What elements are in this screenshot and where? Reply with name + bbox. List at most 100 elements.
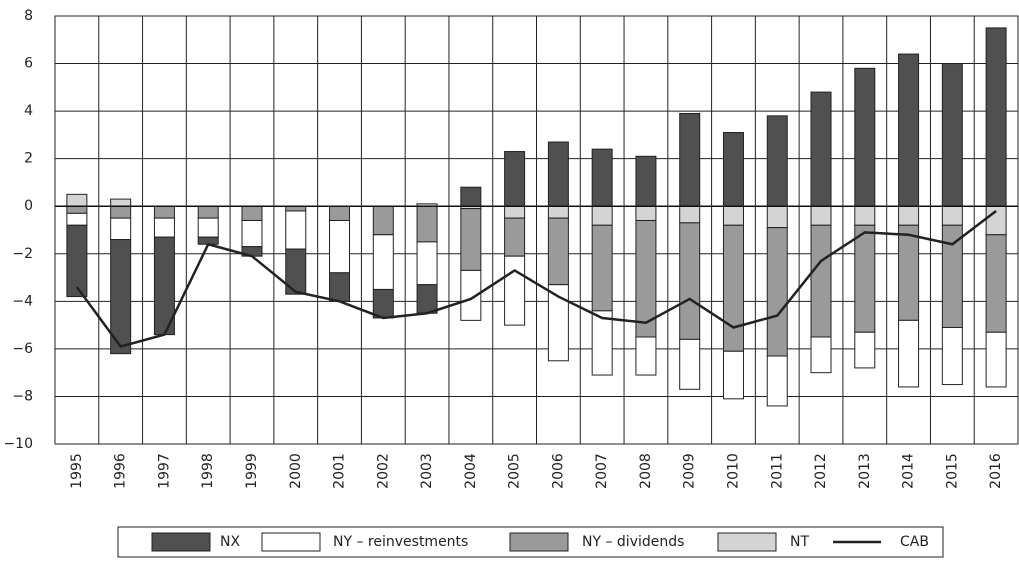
- bar-segment: [329, 219, 351, 274]
- bar-segment: [985, 27, 1007, 207]
- bar-segment: [679, 338, 701, 390]
- bar-segment: [285, 248, 307, 295]
- bar-segment: [197, 205, 219, 219]
- x-tick-label: 2000: [288, 453, 304, 489]
- bar-segment: [898, 224, 920, 321]
- bar-segment: [591, 224, 613, 312]
- x-tick-label: 2005: [507, 453, 523, 489]
- legend-swatch: [717, 532, 777, 552]
- x-tick-label: 2002: [375, 453, 391, 489]
- bar-segment: [941, 205, 963, 226]
- bar-segment: [66, 205, 88, 214]
- bar-segment: [110, 198, 132, 207]
- bar-segment: [416, 205, 438, 243]
- legend-label: NX: [220, 534, 240, 550]
- x-tick-label: 1996: [113, 453, 129, 489]
- x-tick-label: 2014: [901, 453, 917, 489]
- bar-segment: [547, 284, 569, 362]
- bar-segment: [722, 205, 744, 226]
- bar-segment: [854, 67, 876, 207]
- x-tick-label: 2006: [550, 453, 566, 489]
- bar-segment: [810, 224, 832, 338]
- bar-segment: [66, 193, 88, 207]
- bar-segment: [810, 336, 832, 374]
- x-tick-label: 2004: [463, 453, 479, 489]
- x-tick-label: 2010: [725, 453, 741, 489]
- legend-swatch: [509, 532, 569, 552]
- legend-swatch: [261, 532, 321, 552]
- bar-segment: [766, 355, 788, 407]
- bar-segment: [504, 151, 526, 207]
- x-tick-label: 2012: [813, 453, 829, 489]
- x-tick-label: 1995: [69, 453, 85, 489]
- bar-segment: [766, 115, 788, 207]
- bar-segment: [941, 224, 963, 328]
- bar-segment: [547, 205, 569, 219]
- bar-segment: [153, 217, 175, 238]
- x-tick-label: 2011: [769, 453, 785, 489]
- legend-frame: [117, 526, 944, 558]
- bar-segment: [766, 227, 788, 357]
- y-tick-label: −10: [3, 436, 33, 452]
- bar-segment: [722, 350, 744, 400]
- y-tick-label: −6: [12, 341, 33, 357]
- bar-segment: [854, 224, 876, 333]
- legend-label: NY – dividends: [582, 534, 684, 550]
- bar-segment: [66, 224, 88, 298]
- x-tick-label: 2009: [682, 453, 698, 489]
- bar-segment: [285, 210, 307, 250]
- y-tick-label: −4: [12, 293, 33, 309]
- line-series: [75, 209, 997, 348]
- bar-segment: [898, 205, 920, 226]
- bar-segment: [766, 205, 788, 229]
- bar-segment: [722, 132, 744, 207]
- bar-segment: [241, 205, 263, 221]
- bar-segment: [110, 205, 132, 219]
- bar-segment: [329, 272, 351, 302]
- bar-segment: [547, 141, 569, 207]
- bar-segment: [504, 255, 526, 326]
- legend-label: NT: [790, 534, 809, 550]
- bar-segment: [985, 205, 1007, 236]
- x-tick-label: 2003: [419, 453, 435, 489]
- legend-swatch: [151, 532, 211, 552]
- bar-segment: [635, 336, 657, 376]
- x-tick-label: 2015: [944, 453, 960, 489]
- bar-segment: [591, 148, 613, 207]
- y-tick-label: 0: [24, 198, 33, 214]
- y-tick-label: 2: [24, 151, 33, 167]
- bar-segment: [941, 63, 963, 207]
- bar-segment: [153, 205, 175, 219]
- bar-segment: [941, 326, 963, 386]
- legend-label: CAB: [900, 534, 929, 550]
- x-tick-label: 2016: [988, 453, 1004, 489]
- plot-frame: [54, 15, 1019, 445]
- y-tick-label: 4: [24, 103, 33, 119]
- bar-segment: [460, 186, 482, 207]
- bar-segment: [810, 91, 832, 207]
- bar-segment: [635, 155, 657, 207]
- bar-segment: [197, 217, 219, 238]
- x-tick-label: 1999: [244, 453, 260, 489]
- x-tick-label: 2001: [332, 453, 348, 489]
- x-tick-label: 1997: [156, 453, 172, 489]
- y-tick-label: 6: [24, 56, 33, 72]
- bar-segment: [460, 269, 482, 321]
- bar-segment: [854, 205, 876, 226]
- bar-segment: [416, 241, 438, 286]
- bar-segment: [416, 284, 438, 314]
- bar-segment: [591, 205, 613, 226]
- bar-segment: [985, 331, 1007, 388]
- bar-segment: [985, 234, 1007, 333]
- bar-segment: [460, 208, 482, 271]
- x-tick-label: 2007: [594, 453, 610, 489]
- bar-segment: [110, 239, 132, 355]
- bar-segment: [372, 205, 394, 236]
- y-tick-label: −2: [12, 246, 33, 262]
- bar-segment: [898, 53, 920, 207]
- y-tick-label: −8: [12, 388, 33, 404]
- bar-segment: [810, 205, 832, 226]
- y-tick-label: 8: [24, 8, 33, 24]
